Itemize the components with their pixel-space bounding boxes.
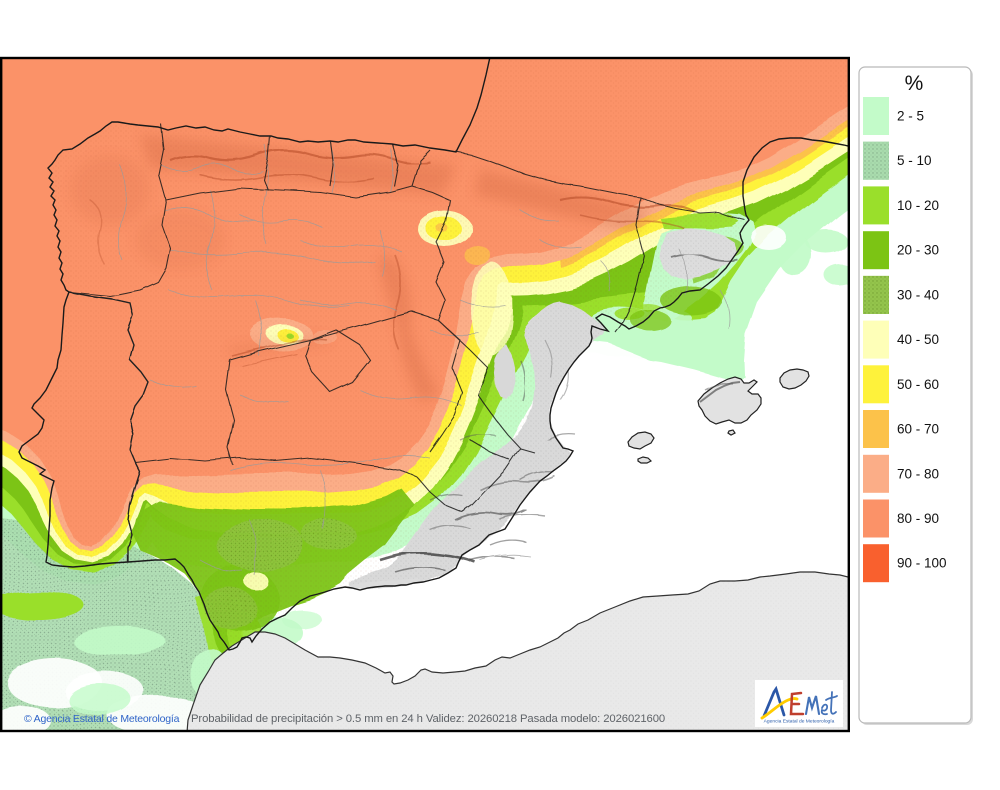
svg-text:Agencia Estatal de Meteorologí: Agencia Estatal de Meteorología (764, 719, 835, 725)
svg-text:5 - 10: 5 - 10 (897, 153, 932, 168)
svg-text:70 - 80: 70 - 80 (897, 466, 939, 481)
svg-text:90 - 100: 90 - 100 (897, 556, 947, 571)
svg-text:30 - 40: 30 - 40 (897, 287, 939, 302)
svg-text:80 - 90: 80 - 90 (897, 511, 939, 526)
svg-text:50 - 60: 50 - 60 (897, 377, 939, 392)
svg-text:%: % (905, 72, 924, 95)
svg-text:Probabilidad de precipitación: Probabilidad de precipitación > 0.5 mm e… (191, 713, 665, 725)
svg-text:2 - 5: 2 - 5 (897, 109, 924, 124)
svg-text:© Agencia Estatal de Meteorolo: © Agencia Estatal de Meteorología (24, 713, 180, 725)
svg-text:40 - 50: 40 - 50 (897, 332, 939, 347)
svg-text:10 - 20: 10 - 20 (897, 198, 939, 213)
svg-text:20 - 30: 20 - 30 (897, 243, 939, 258)
svg-text:60 - 70: 60 - 70 (897, 422, 939, 437)
